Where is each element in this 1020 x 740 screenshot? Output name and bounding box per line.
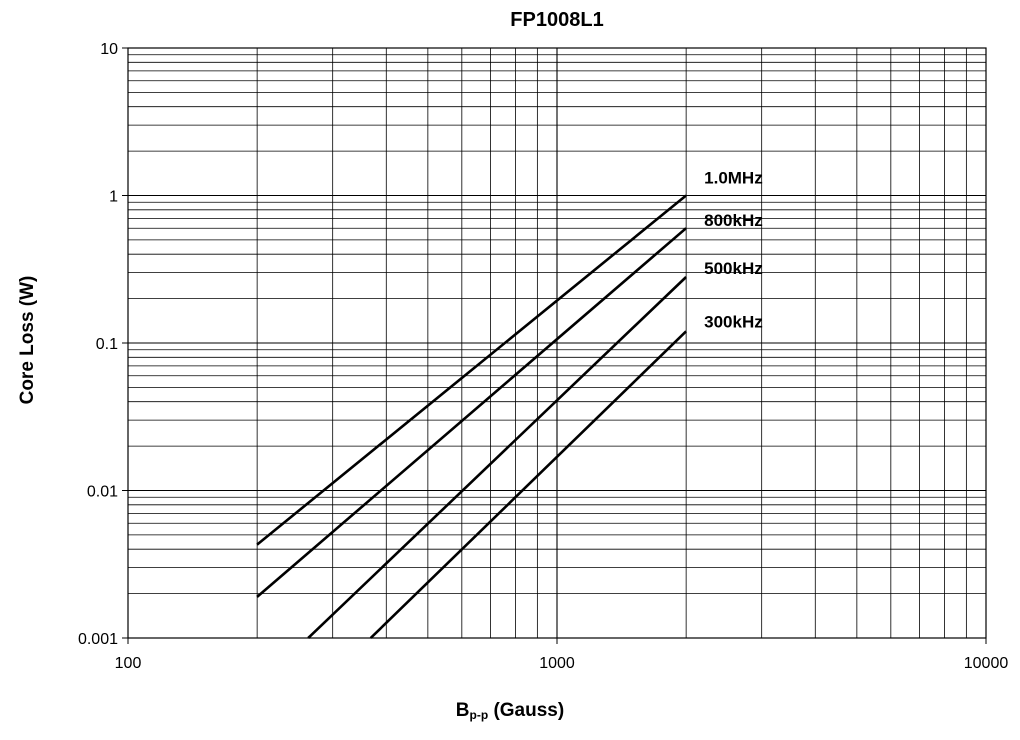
grid-lines — [128, 48, 986, 638]
series-label: 300kHz — [704, 312, 763, 331]
chart-title: FP1008L1 — [510, 9, 603, 31]
y-tick-label: 0.001 — [78, 631, 118, 648]
series-label: 800kHz — [704, 211, 763, 230]
y-tick-label: 10 — [100, 41, 118, 58]
x-tick-label: 100 — [115, 655, 142, 672]
series-label: 500kHz — [704, 259, 763, 278]
plot-frame — [127, 47, 987, 639]
y-axis-label: Core Loss (W) — [18, 276, 38, 405]
series-lines — [256, 194, 688, 639]
axis-tick-labels: 0.001 0.01 0.1 1 10 100 1000 10000 — [78, 41, 1008, 672]
series-line — [369, 330, 688, 639]
x-axis-label-main: B — [455, 700, 470, 721]
y-tick-label: 0.1 — [96, 336, 118, 353]
series-line — [256, 227, 687, 598]
x-axis-label-rest: (Gauss) — [488, 700, 565, 721]
x-tick-label: 10000 — [964, 655, 1009, 672]
series-line — [256, 194, 687, 546]
series-labels: 1.0MHz 800kHz 500kHz 300kHz — [704, 169, 763, 332]
x-axis-label: Bp-p (Gauss) — [0, 700, 1020, 722]
x-axis-label-sub: p-p — [469, 708, 489, 722]
x-tick-label: 1000 — [539, 655, 575, 672]
series-label: 1.0MHz — [704, 169, 763, 188]
series-line — [307, 276, 687, 639]
y-tick-label: 1 — [109, 189, 118, 206]
y-axis-label-wrap: Core Loss (W) — [17, 240, 38, 440]
y-tick-label: 0.01 — [87, 484, 118, 501]
